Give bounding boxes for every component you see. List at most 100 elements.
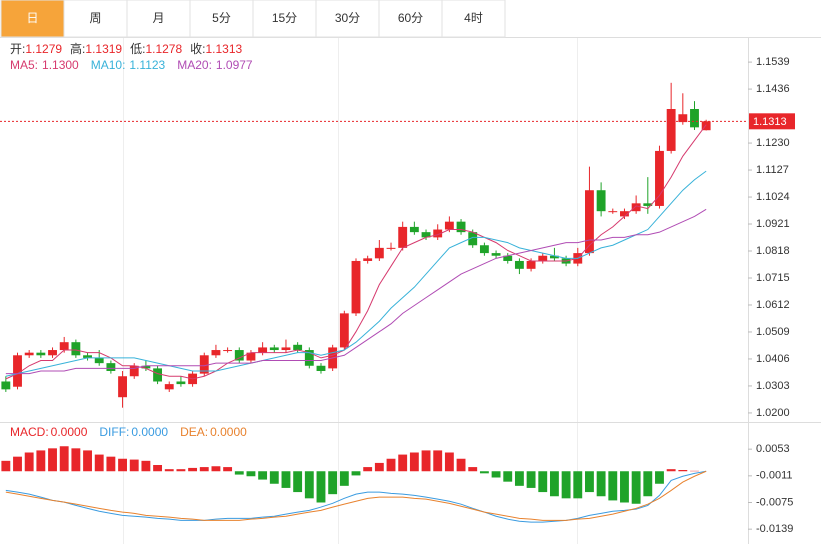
macd-bar — [585, 471, 594, 493]
legend-text: 1.0977 — [216, 58, 253, 72]
macd-bar — [129, 459, 139, 472]
candle-body — [258, 347, 268, 353]
candle-body — [83, 355, 92, 358]
macd-bar — [608, 471, 618, 501]
legend-text: 收: — [190, 42, 205, 56]
legend-text: MACD: — [10, 425, 49, 439]
macd-bar — [351, 471, 361, 476]
legend-text: MA20: — [177, 58, 212, 72]
macd-bar — [316, 471, 326, 503]
candle-body — [386, 247, 396, 249]
y-tick-label: 1.1127 — [756, 164, 789, 176]
macd-bar — [118, 458, 127, 472]
tab-label[interactable]: 4时 — [464, 11, 483, 25]
macd-bar — [538, 471, 548, 493]
candle-body — [13, 355, 22, 387]
candle-body — [503, 255, 513, 261]
macd-bar — [328, 471, 338, 495]
candle-body — [456, 221, 466, 233]
candle-body — [106, 363, 116, 372]
candle-body — [690, 109, 699, 128]
candle-body — [631, 203, 641, 212]
macd-bar — [514, 471, 524, 486]
legend-text: 0.0000 — [51, 425, 88, 439]
macd-bar — [24, 452, 34, 472]
candle-body — [246, 352, 256, 361]
macd-bar — [643, 471, 653, 497]
y-tick-label: 1.1436 — [756, 83, 790, 95]
macd-bar — [13, 456, 22, 472]
candle-body — [48, 350, 57, 356]
tab[interactable] — [252, 0, 317, 38]
macd-bar — [631, 471, 641, 504]
macd-bar — [549, 471, 559, 497]
macd-bar — [211, 466, 221, 472]
macd-bar — [620, 471, 629, 503]
macd-bar — [153, 465, 163, 472]
macd-bar — [363, 467, 373, 472]
macd-bar — [188, 467, 198, 472]
macd-bar — [526, 471, 536, 488]
legend-text: 开: — [10, 42, 25, 56]
candle-body — [304, 350, 314, 366]
macd-bar — [223, 467, 233, 472]
candle-body — [281, 347, 291, 351]
macd-bar — [409, 452, 419, 472]
macd-bar — [269, 471, 279, 484]
candle-body — [211, 350, 221, 356]
candle-body — [59, 342, 69, 351]
candle-body — [608, 211, 618, 213]
candle-body — [620, 211, 629, 217]
candle-body — [678, 114, 688, 123]
tab-label[interactable]: 15分 — [272, 11, 297, 25]
last-price-label: 1.1313 — [753, 116, 787, 128]
tab-label[interactable]: 日 — [26, 11, 38, 25]
macd-bar — [59, 446, 69, 472]
macd-bar — [246, 471, 256, 477]
tab-label[interactable]: 月 — [152, 11, 164, 25]
y-tick-label: 1.0406 — [756, 353, 790, 365]
macd-bar — [1, 460, 11, 472]
macd-bar — [374, 462, 384, 472]
candle-body — [339, 313, 349, 348]
legend-text: DIFF: — [99, 425, 129, 439]
macd-bar — [71, 448, 81, 472]
candle-body — [585, 190, 594, 254]
candle-body — [701, 121, 711, 131]
y-tick-label: 1.0200 — [756, 407, 790, 419]
macd-bar — [491, 471, 501, 478]
legend-text: 1.1123 — [129, 58, 165, 72]
macd-bar — [479, 471, 489, 474]
macd-bar — [36, 450, 46, 472]
legend-text: 0.0000 — [131, 425, 168, 439]
macd-bar — [678, 470, 688, 472]
macd-bar — [281, 471, 291, 488]
candle-body — [526, 260, 536, 269]
candle-body — [444, 221, 454, 230]
tab-label[interactable]: 60分 — [398, 11, 423, 25]
legend-text: 1.1278 — [145, 42, 182, 56]
candle-body — [223, 350, 233, 352]
tab[interactable] — [441, 0, 506, 38]
macd-bar — [573, 471, 583, 499]
tab-label[interactable]: 周 — [89, 11, 101, 25]
macd-bar — [176, 469, 186, 472]
tab-label[interactable]: 30分 — [335, 11, 360, 25]
macd-bar — [655, 471, 664, 484]
legend-text: 高: — [70, 41, 85, 56]
macd-line — [5, 470, 707, 521]
candle-body — [549, 255, 559, 259]
legend-text: 低: — [130, 42, 145, 56]
tab[interactable] — [126, 0, 191, 38]
candle-body — [351, 260, 361, 314]
macd-bar — [94, 454, 104, 472]
macd-bar — [106, 456, 116, 472]
candle-body — [398, 226, 408, 248]
candle-body — [666, 109, 676, 151]
macd-bar — [456, 458, 466, 472]
tab-label[interactable]: 5分 — [212, 11, 231, 25]
ma-line — [5, 124, 707, 380]
macd-bar — [596, 471, 606, 497]
candle-body — [409, 226, 419, 233]
y-tick-label: 1.1230 — [756, 137, 790, 149]
